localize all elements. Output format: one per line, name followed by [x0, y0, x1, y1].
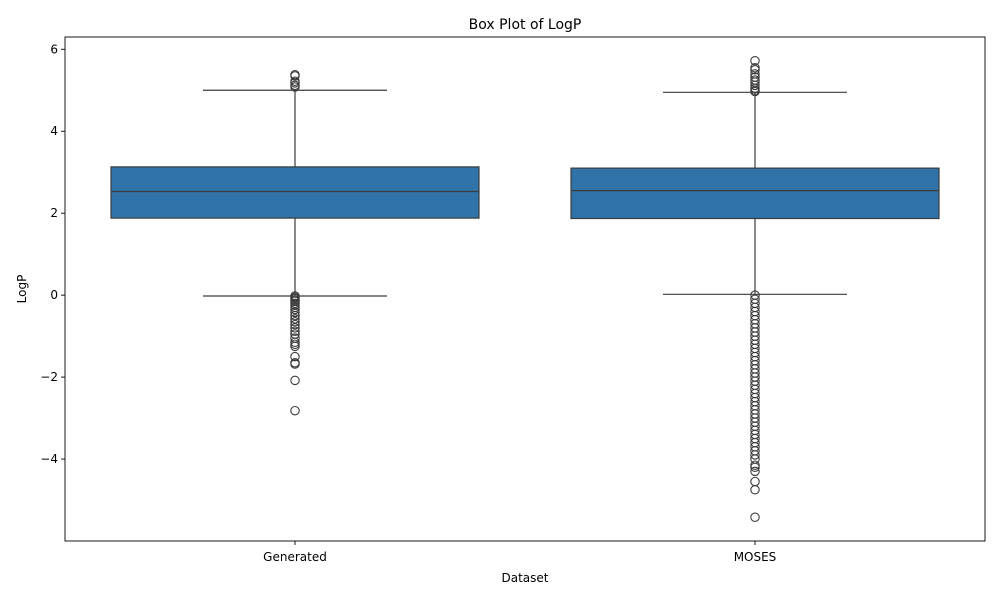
outlier-point — [750, 512, 760, 522]
y-tick-label: 0 — [50, 288, 58, 302]
box-moses — [570, 167, 940, 220]
outlier-point — [290, 307, 300, 318]
outlier-point — [750, 462, 760, 472]
outlier-point — [290, 359, 300, 369]
outlier-point — [290, 351, 300, 362]
outlier-point — [290, 78, 300, 88]
outlier-point — [750, 466, 760, 477]
outlier-point — [290, 375, 300, 386]
outlier-point — [750, 65, 760, 75]
x-tick-label: MOSES — [734, 550, 777, 564]
outlier-point — [750, 56, 760, 66]
outlier-point — [750, 485, 760, 495]
box-generated — [110, 166, 480, 219]
plot-area: −4 −2 0 2 4 6 Generated MOSES — [40, 36, 986, 564]
x-axis-label: Dataset — [502, 571, 549, 585]
outlier-point — [750, 86, 760, 97]
chart-title: Box Plot of LogP — [469, 17, 582, 33]
y-tick-label: 2 — [50, 206, 58, 220]
outlier-point — [290, 71, 300, 81]
axes-frame — [64, 36, 986, 542]
y-tick-label: 4 — [50, 124, 58, 138]
outlier-point — [290, 405, 300, 416]
y-tick-label: 6 — [50, 42, 58, 56]
outlier-point — [290, 310, 300, 321]
outlier-point — [290, 323, 300, 333]
outlier-point — [290, 317, 300, 327]
outlier-point — [750, 450, 760, 460]
y-tick-label: −4 — [40, 452, 58, 466]
y-tick-label: −2 — [40, 370, 58, 384]
outlier-point — [750, 80, 760, 91]
outlier-point — [290, 304, 300, 315]
outlier-point — [290, 82, 300, 92]
outlier-point — [290, 319, 300, 330]
outlier-point — [290, 314, 300, 324]
y-axis-label: LogP — [15, 275, 29, 304]
outlier-point — [290, 341, 300, 352]
x-tick-label: Generated — [263, 550, 327, 564]
outlier-point — [290, 326, 300, 336]
